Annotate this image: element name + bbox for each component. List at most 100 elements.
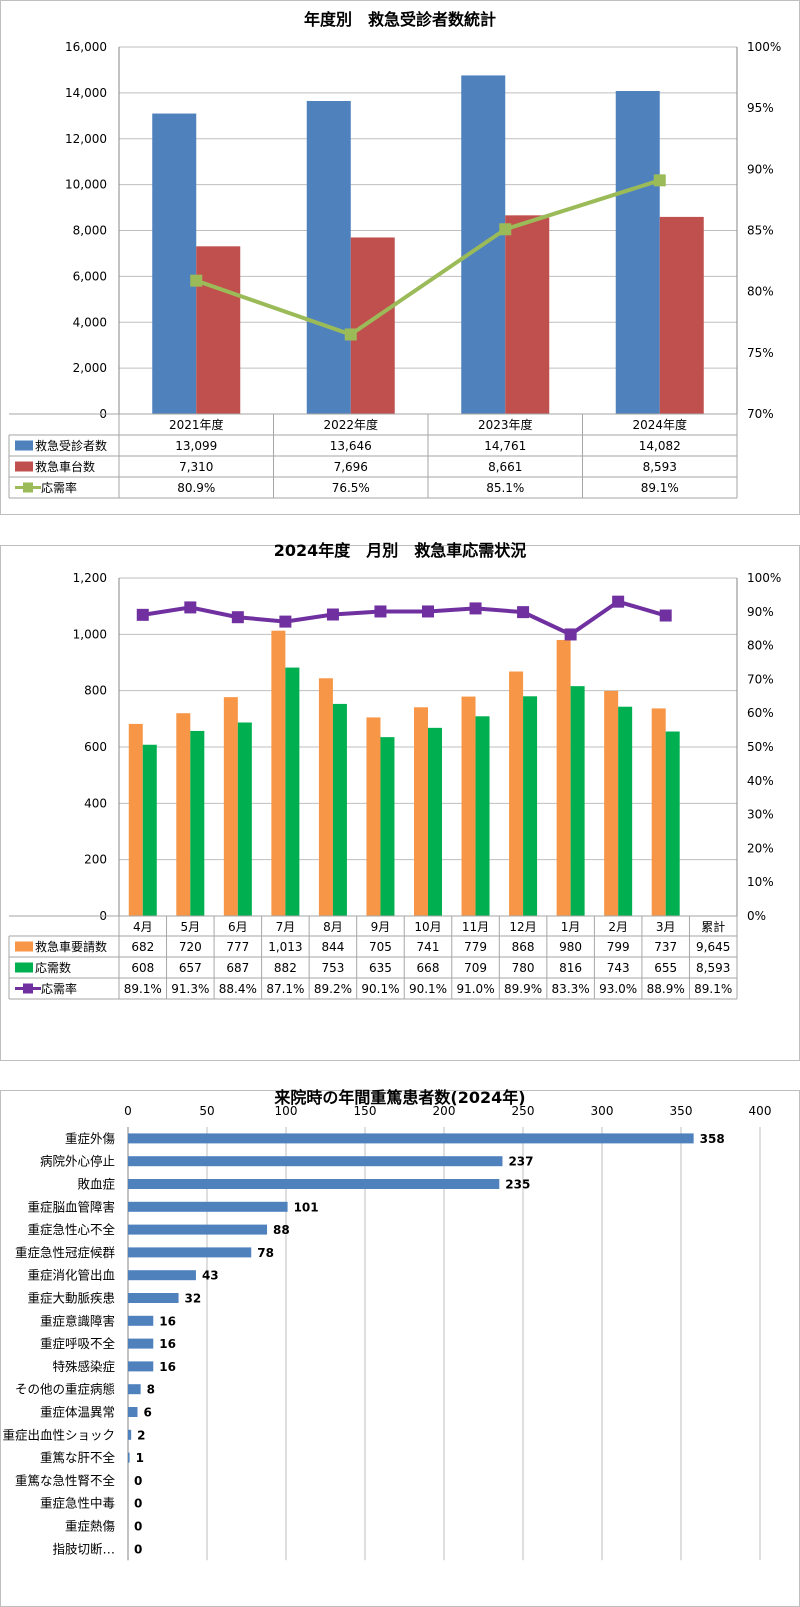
bar — [128, 1384, 141, 1395]
y2-tick-label: 30% — [747, 808, 774, 822]
bar — [176, 713, 191, 916]
legend-label: 応需率 — [41, 981, 77, 996]
y2-tick-label: 90% — [747, 605, 774, 619]
line-point — [612, 595, 625, 608]
y-tick-label: 6,000 — [73, 269, 107, 283]
table-cell: 882 — [274, 961, 297, 975]
table-cell: 87.1% — [266, 982, 304, 996]
y-tick-label: 16,000 — [65, 40, 107, 54]
category-label: 病院外心停止 — [40, 1154, 115, 1169]
y2-tick-label: 20% — [747, 841, 774, 855]
category-label: 重症消化管出血 — [27, 1268, 115, 1283]
table-cell: 705 — [369, 940, 392, 954]
line-point — [374, 605, 387, 618]
line-point — [326, 608, 339, 621]
category-label: 2月 — [608, 920, 628, 934]
table-cell: 655 — [654, 961, 677, 975]
legend-label: 応需数 — [35, 960, 71, 975]
category-label: 5月 — [180, 920, 200, 934]
category-label: 8月 — [323, 920, 343, 934]
y2-tick-label: 60% — [747, 706, 774, 720]
bar — [128, 1361, 154, 1372]
category-label: 重篤な急性腎不全 — [15, 1473, 116, 1488]
category-label: 6月 — [228, 920, 248, 934]
category-label: 2022年度 — [323, 417, 378, 432]
category-label: 指肢切断… — [52, 1541, 115, 1556]
table-cell: 7,696 — [334, 460, 368, 474]
bar — [190, 730, 205, 916]
table-cell: 720 — [179, 940, 202, 954]
bar — [128, 1201, 288, 1212]
x-tick-label: 50 — [199, 1104, 214, 1118]
y2-tick-label: 75% — [747, 346, 774, 360]
legend-label: 救急車要請数 — [35, 939, 107, 954]
y-tick-label: 800 — [84, 684, 107, 698]
category-label: 12月 — [509, 920, 536, 934]
category-label: 1月 — [561, 920, 581, 934]
data-label: 0 — [134, 1542, 142, 1556]
bar — [237, 722, 252, 916]
bar — [618, 706, 633, 916]
data-label: 0 — [134, 1474, 142, 1488]
table-cell: 91.0% — [456, 982, 494, 996]
data-label: 0 — [134, 1497, 142, 1511]
y2-tick-label: 100% — [747, 40, 781, 54]
bar — [285, 667, 300, 916]
table-total-cell: 9,645 — [696, 940, 730, 954]
bar — [332, 703, 347, 916]
table-cell: 779 — [464, 940, 487, 954]
line-point — [279, 615, 292, 628]
table-cell: 608 — [131, 961, 154, 975]
bar — [128, 1293, 179, 1303]
bar — [128, 1429, 132, 1440]
chart-title: 年度別 救急受診者数統計 — [304, 10, 496, 29]
y-tick-label: 200 — [84, 853, 107, 867]
y-tick-label: 1,200 — [73, 571, 107, 585]
category-label: 特殊感染症 — [52, 1359, 115, 1374]
bar — [366, 717, 381, 916]
annual-er-chart-panel: 年度別 救急受診者数統計 0 2,000 4,000 6,000 8,000 10,000 1… — [0, 0, 800, 515]
line-point — [517, 606, 530, 619]
monthly-ambulance-chart-panel: 2024年度 月別 救急車応需状況 0 200 400 600 800 1,000 1,200… — [0, 541, 800, 1061]
table-total-cell: 8,593 — [696, 961, 730, 975]
bar — [350, 237, 395, 414]
category-label: 重症体温異常 — [40, 1405, 115, 1420]
line-point — [344, 328, 357, 341]
table-cell: 868 — [512, 940, 535, 954]
bar — [128, 1224, 268, 1235]
table-cell: 88.4% — [219, 982, 257, 996]
bar — [128, 1179, 500, 1189]
category-label: 9月 — [371, 920, 391, 934]
category-label: 重症外傷 — [65, 1131, 116, 1146]
bar — [271, 630, 286, 916]
category-label: 敗血症 — [77, 1177, 115, 1192]
critical-patients-chart: 来院時の年間重篤患者数(2024年)0 50 100 150 200 250 300 350 4… — [2, 1088, 771, 1561]
bar — [615, 90, 660, 414]
bar — [665, 731, 680, 916]
table-cell: 682 — [131, 940, 154, 954]
bar — [128, 1315, 154, 1326]
legend-key — [23, 983, 33, 994]
y2-tick-label: 85% — [747, 224, 774, 238]
x-tick-label: 300 — [591, 1104, 614, 1118]
table-total-cell: 89.1% — [694, 982, 732, 996]
category-label: 11月 — [462, 920, 489, 934]
bar — [318, 678, 333, 916]
table-cell: 89.1% — [124, 982, 162, 996]
data-label: 16 — [159, 1314, 176, 1328]
line-point — [422, 605, 434, 618]
table-cell: 90.1% — [361, 982, 399, 996]
table-cell: 780 — [512, 961, 535, 975]
legend-key — [15, 440, 33, 451]
y2-tick-label: 40% — [747, 774, 774, 788]
bar — [414, 707, 428, 916]
bar — [380, 737, 395, 916]
table-cell: 657 — [179, 961, 202, 975]
bar — [651, 708, 666, 916]
category-label: 3月 — [656, 920, 676, 934]
table-cell: 83.3% — [552, 982, 590, 996]
table-cell: 844 — [321, 940, 344, 954]
table-cell: 89.1% — [641, 481, 679, 495]
data-label: 358 — [700, 1132, 725, 1146]
y-tick-label: 600 — [84, 740, 107, 754]
